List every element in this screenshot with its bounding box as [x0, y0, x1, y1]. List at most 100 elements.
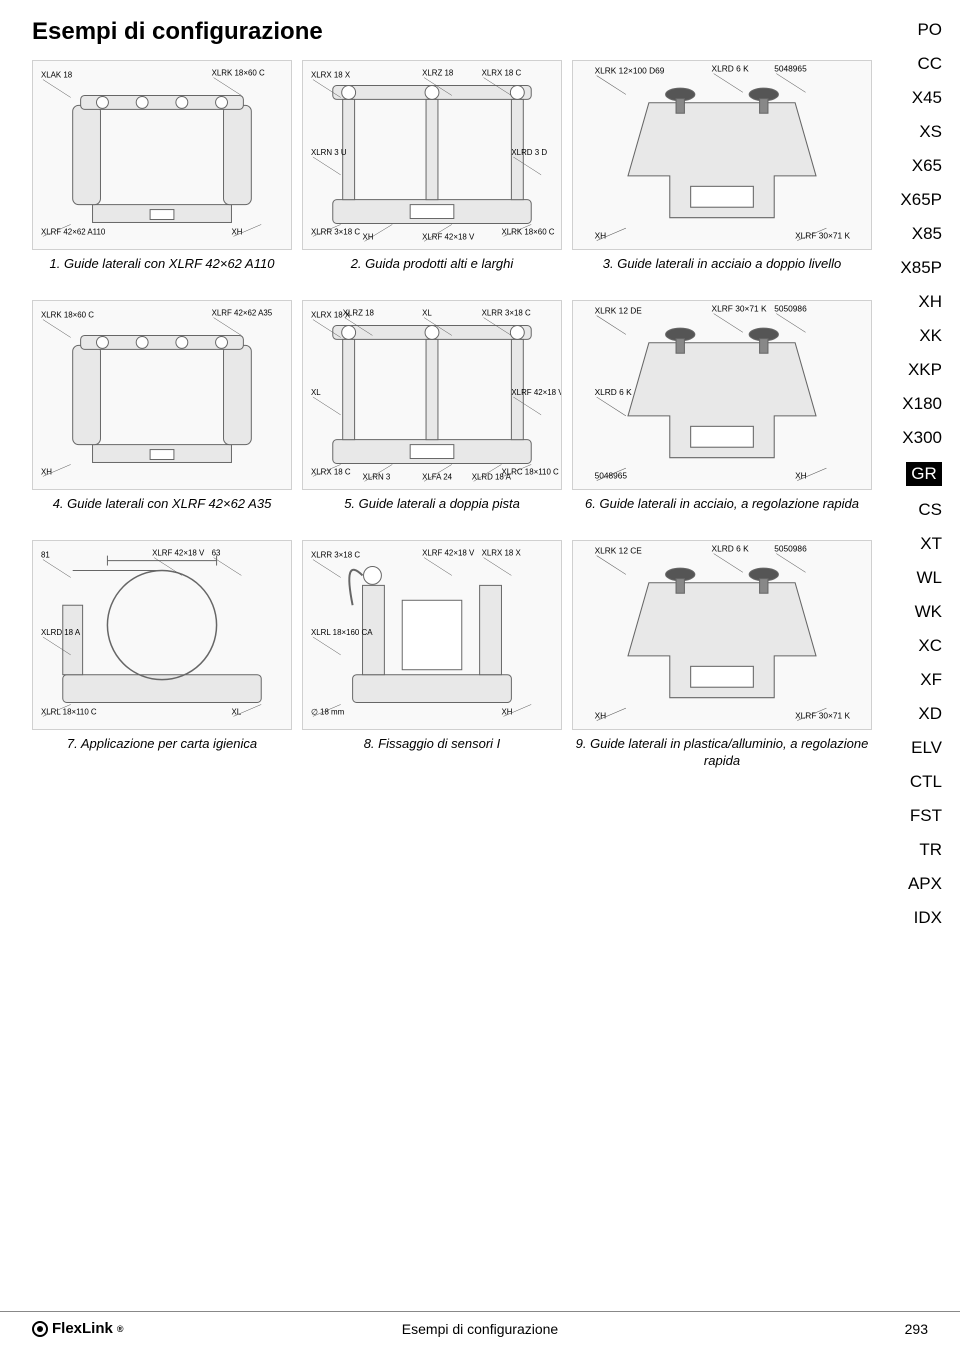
figure-diagram-5: XLRX 18 XXLRR 3×18 CXLRX 18 CXLRC 18×110…: [302, 300, 562, 490]
figure-caption-2: 2. Guida prodotti alti e larghi: [351, 256, 514, 290]
svg-text:XLRL 18×110 C: XLRL 18×110 C: [41, 707, 97, 716]
sidebar-item-wk[interactable]: WK: [882, 602, 942, 622]
svg-text:XLRF 42×18 V: XLRF 42×18 V: [152, 549, 205, 558]
svg-text:XLRK 18×60 C: XLRK 18×60 C: [212, 69, 265, 78]
svg-text:XLRR 3×18 C: XLRR 3×18 C: [482, 309, 531, 318]
figure-caption-4: 4. Guide laterali con XLRF 42×62 A35: [53, 496, 272, 530]
page-title: Esempi di configurazione: [32, 18, 323, 46]
footer-title: Esempi di configurazione: [402, 1321, 558, 1337]
sidebar-item-xh[interactable]: XH: [882, 292, 942, 312]
svg-text:XLRK 12 DE: XLRK 12 DE: [595, 306, 643, 316]
svg-text:XLRF 42×18 V: XLRF 42×18 V: [422, 232, 475, 241]
figure-cell-5: XLRX 18 XXLRR 3×18 CXLRX 18 CXLRC 18×110…: [302, 300, 562, 530]
svg-text:XLRZ 18: XLRZ 18: [422, 69, 454, 78]
svg-text:XLRD 6 K: XLRD 6 K: [712, 543, 750, 553]
svg-text:XLRF 30×71 K: XLRF 30×71 K: [795, 711, 850, 721]
svg-text:XLRD 6 K: XLRD 6 K: [712, 63, 750, 73]
sidebar-item-x45[interactable]: X45: [882, 88, 942, 108]
figure-caption-8: 8. Fissaggio di sensori I: [364, 736, 501, 770]
svg-text:XLRX 18 C: XLRX 18 C: [482, 69, 522, 78]
sidebar-item-xc[interactable]: XC: [882, 636, 942, 656]
logo-icon: [32, 1321, 48, 1337]
figure-caption-3: 3. Guide laterali in acciaio a doppio li…: [603, 256, 841, 290]
logo-text: FlexLink: [52, 1320, 113, 1337]
sidebar-item-gr[interactable]: GR: [906, 462, 942, 486]
sidebar-item-x85p[interactable]: X85P: [882, 258, 942, 278]
svg-text:63: 63: [212, 549, 221, 558]
figure-caption-7: 7. Applicazione per carta igienica: [67, 736, 257, 770]
svg-text:81: 81: [41, 551, 50, 560]
svg-text:5048965: 5048965: [595, 471, 628, 481]
svg-text:XLAK 18: XLAK 18: [41, 71, 73, 80]
svg-text:XLRF 42×62 A35: XLRF 42×62 A35: [212, 309, 273, 318]
figure-cell-4: XLRK 18×60 CXLRF 42×62 A35XH 4. Guide lat…: [32, 300, 292, 530]
sidebar-item-tr[interactable]: TR: [882, 840, 942, 860]
svg-text:XLRD 6 K: XLRD 6 K: [595, 387, 633, 397]
sidebar-item-elv[interactable]: ELV: [882, 738, 942, 758]
figure-diagram-4: XLRK 18×60 CXLRF 42×62 A35XH: [32, 300, 292, 490]
sidebar-item-x85[interactable]: X85: [882, 224, 942, 244]
sidebar-item-xt[interactable]: XT: [882, 534, 942, 554]
figure-cell-1: XLAK 18XLRK 18×60 CXLRF 42×62 A110XH1. G…: [32, 60, 292, 290]
figure-diagram-3: XLRK 12×100 D695048965XHXLRF 30×71 KXLRD…: [572, 60, 872, 250]
sidebar-item-ctl[interactable]: CTL: [882, 772, 942, 792]
svg-text:XLRK 12 CE: XLRK 12 CE: [595, 546, 643, 556]
figure-grid: XLAK 18XLRK 18×60 CXLRF 42×62 A110XH1. G…: [32, 60, 852, 770]
figure-cell-6: XLRK 12 DE50509865048965XHXLRF 30×71 KXL…: [572, 300, 872, 530]
sidebar-nav: PO CC X45 XS X65 X65P X85 X85P XH XK XKP X180 X300 GR…: [882, 20, 942, 928]
figure-diagram-7: 8163XLRL 18×110 CXLXLRF 42×18 VXLRD 18 A: [32, 540, 292, 730]
svg-text:XLRK 18×60 C: XLRK 18×60 C: [501, 227, 554, 236]
figure-caption-9: 9. Guide laterali in plastica/alluminio,…: [572, 736, 872, 770]
figure-cell-9: XLRK 12 CE5050986XHXLRF 30×71 KXLRD 6 K9…: [572, 540, 872, 770]
figure-diagram-8: XLRR 3×18 CXLRX 18 X∅ 18 mmXHXLRF 42×18 …: [302, 540, 562, 730]
sidebar-item-apx[interactable]: APX: [882, 874, 942, 894]
sidebar-item-cs[interactable]: CS: [882, 500, 942, 520]
page-footer: FlexLink ® Esempi di configurazione 293: [0, 1311, 960, 1337]
sidebar-item-xf[interactable]: XF: [882, 670, 942, 690]
sidebar-item-x180[interactable]: X180: [882, 394, 942, 414]
sidebar-item-po[interactable]: PO: [882, 20, 942, 40]
figure-cell-7: 8163XLRL 18×110 CXLXLRF 42×18 VXLRD 18 A…: [32, 540, 292, 770]
figure-cell-3: XLRK 12×100 D695048965XHXLRF 30×71 KXLRD…: [572, 60, 872, 290]
svg-text:XLRX 18 X: XLRX 18 X: [482, 549, 522, 558]
svg-text:XLRF 42×62 A110: XLRF 42×62 A110: [41, 227, 106, 236]
figure-caption-5: 5. Guide laterali a doppia pista: [344, 496, 520, 530]
figure-diagram-2: XLRX 18 X XLRX 18 C XLRR 3×18 C XLRK 18×60 …: [302, 60, 562, 250]
svg-text:XLRN 3 U: XLRN 3 U: [311, 148, 347, 157]
sidebar-item-xs[interactable]: XS: [882, 122, 942, 142]
svg-text:XLRX 18 X: XLRX 18 X: [311, 71, 351, 80]
figure-cell-2: XLRX 18 X XLRX 18 C XLRR 3×18 C XLRK 18×60 …: [302, 60, 562, 290]
svg-text:5050986: 5050986: [774, 303, 807, 313]
svg-text:XLRD 18 A: XLRD 18 A: [472, 472, 512, 481]
sidebar-item-fst[interactable]: FST: [882, 806, 942, 826]
svg-text:5050986: 5050986: [774, 543, 807, 553]
svg-text:XLRF 42×18 V: XLRF 42×18 V: [511, 388, 561, 397]
sidebar-item-x300[interactable]: X300: [882, 428, 942, 448]
svg-text:XLRK 12×100 D69: XLRK 12×100 D69: [595, 66, 665, 76]
sidebar-item-x65[interactable]: X65: [882, 156, 942, 176]
footer-page-number: 293: [905, 1321, 928, 1337]
svg-text:XLRD 3 D: XLRD 3 D: [511, 148, 547, 157]
svg-text:XLRR 3×18 C: XLRR 3×18 C: [311, 551, 360, 560]
svg-text:XL: XL: [311, 388, 321, 397]
sidebar-item-xk[interactable]: XK: [882, 326, 942, 346]
trademark-icon: ®: [117, 1324, 124, 1334]
svg-text:XLRF 30×71 K: XLRF 30×71 K: [712, 303, 767, 313]
figure-diagram-6: XLRK 12 DE50509865048965XHXLRF 30×71 KXL…: [572, 300, 872, 490]
svg-text:5048965: 5048965: [774, 63, 807, 73]
sidebar-item-xd[interactable]: XD: [882, 704, 942, 724]
figure-diagram-1: XLAK 18XLRK 18×60 CXLRF 42×62 A110XH: [32, 60, 292, 250]
sidebar-item-wl[interactable]: WL: [882, 568, 942, 588]
figure-caption-1: 1. Guide laterali con XLRF 42×62 A110: [50, 256, 275, 290]
figure-caption-6: 6. Guide laterali in acciaio, a regolazi…: [585, 496, 859, 530]
svg-text:XL: XL: [422, 309, 432, 318]
sidebar-item-xkp[interactable]: XKP: [882, 360, 942, 380]
svg-text:XLRR 3×18 C: XLRR 3×18 C: [311, 227, 360, 236]
sidebar-item-cc[interactable]: CC: [882, 54, 942, 74]
sidebar-item-x65p[interactable]: X65P: [882, 190, 942, 210]
figure-cell-8: XLRR 3×18 CXLRX 18 X∅ 18 mmXHXLRF 42×18 …: [302, 540, 562, 770]
svg-text:XLRZ 18: XLRZ 18: [343, 309, 375, 318]
svg-text:XLRF 30×71 K: XLRF 30×71 K: [795, 231, 850, 241]
svg-text:XLRF 42×18 V: XLRF 42×18 V: [422, 549, 475, 558]
sidebar-item-idx[interactable]: IDX: [882, 908, 942, 928]
